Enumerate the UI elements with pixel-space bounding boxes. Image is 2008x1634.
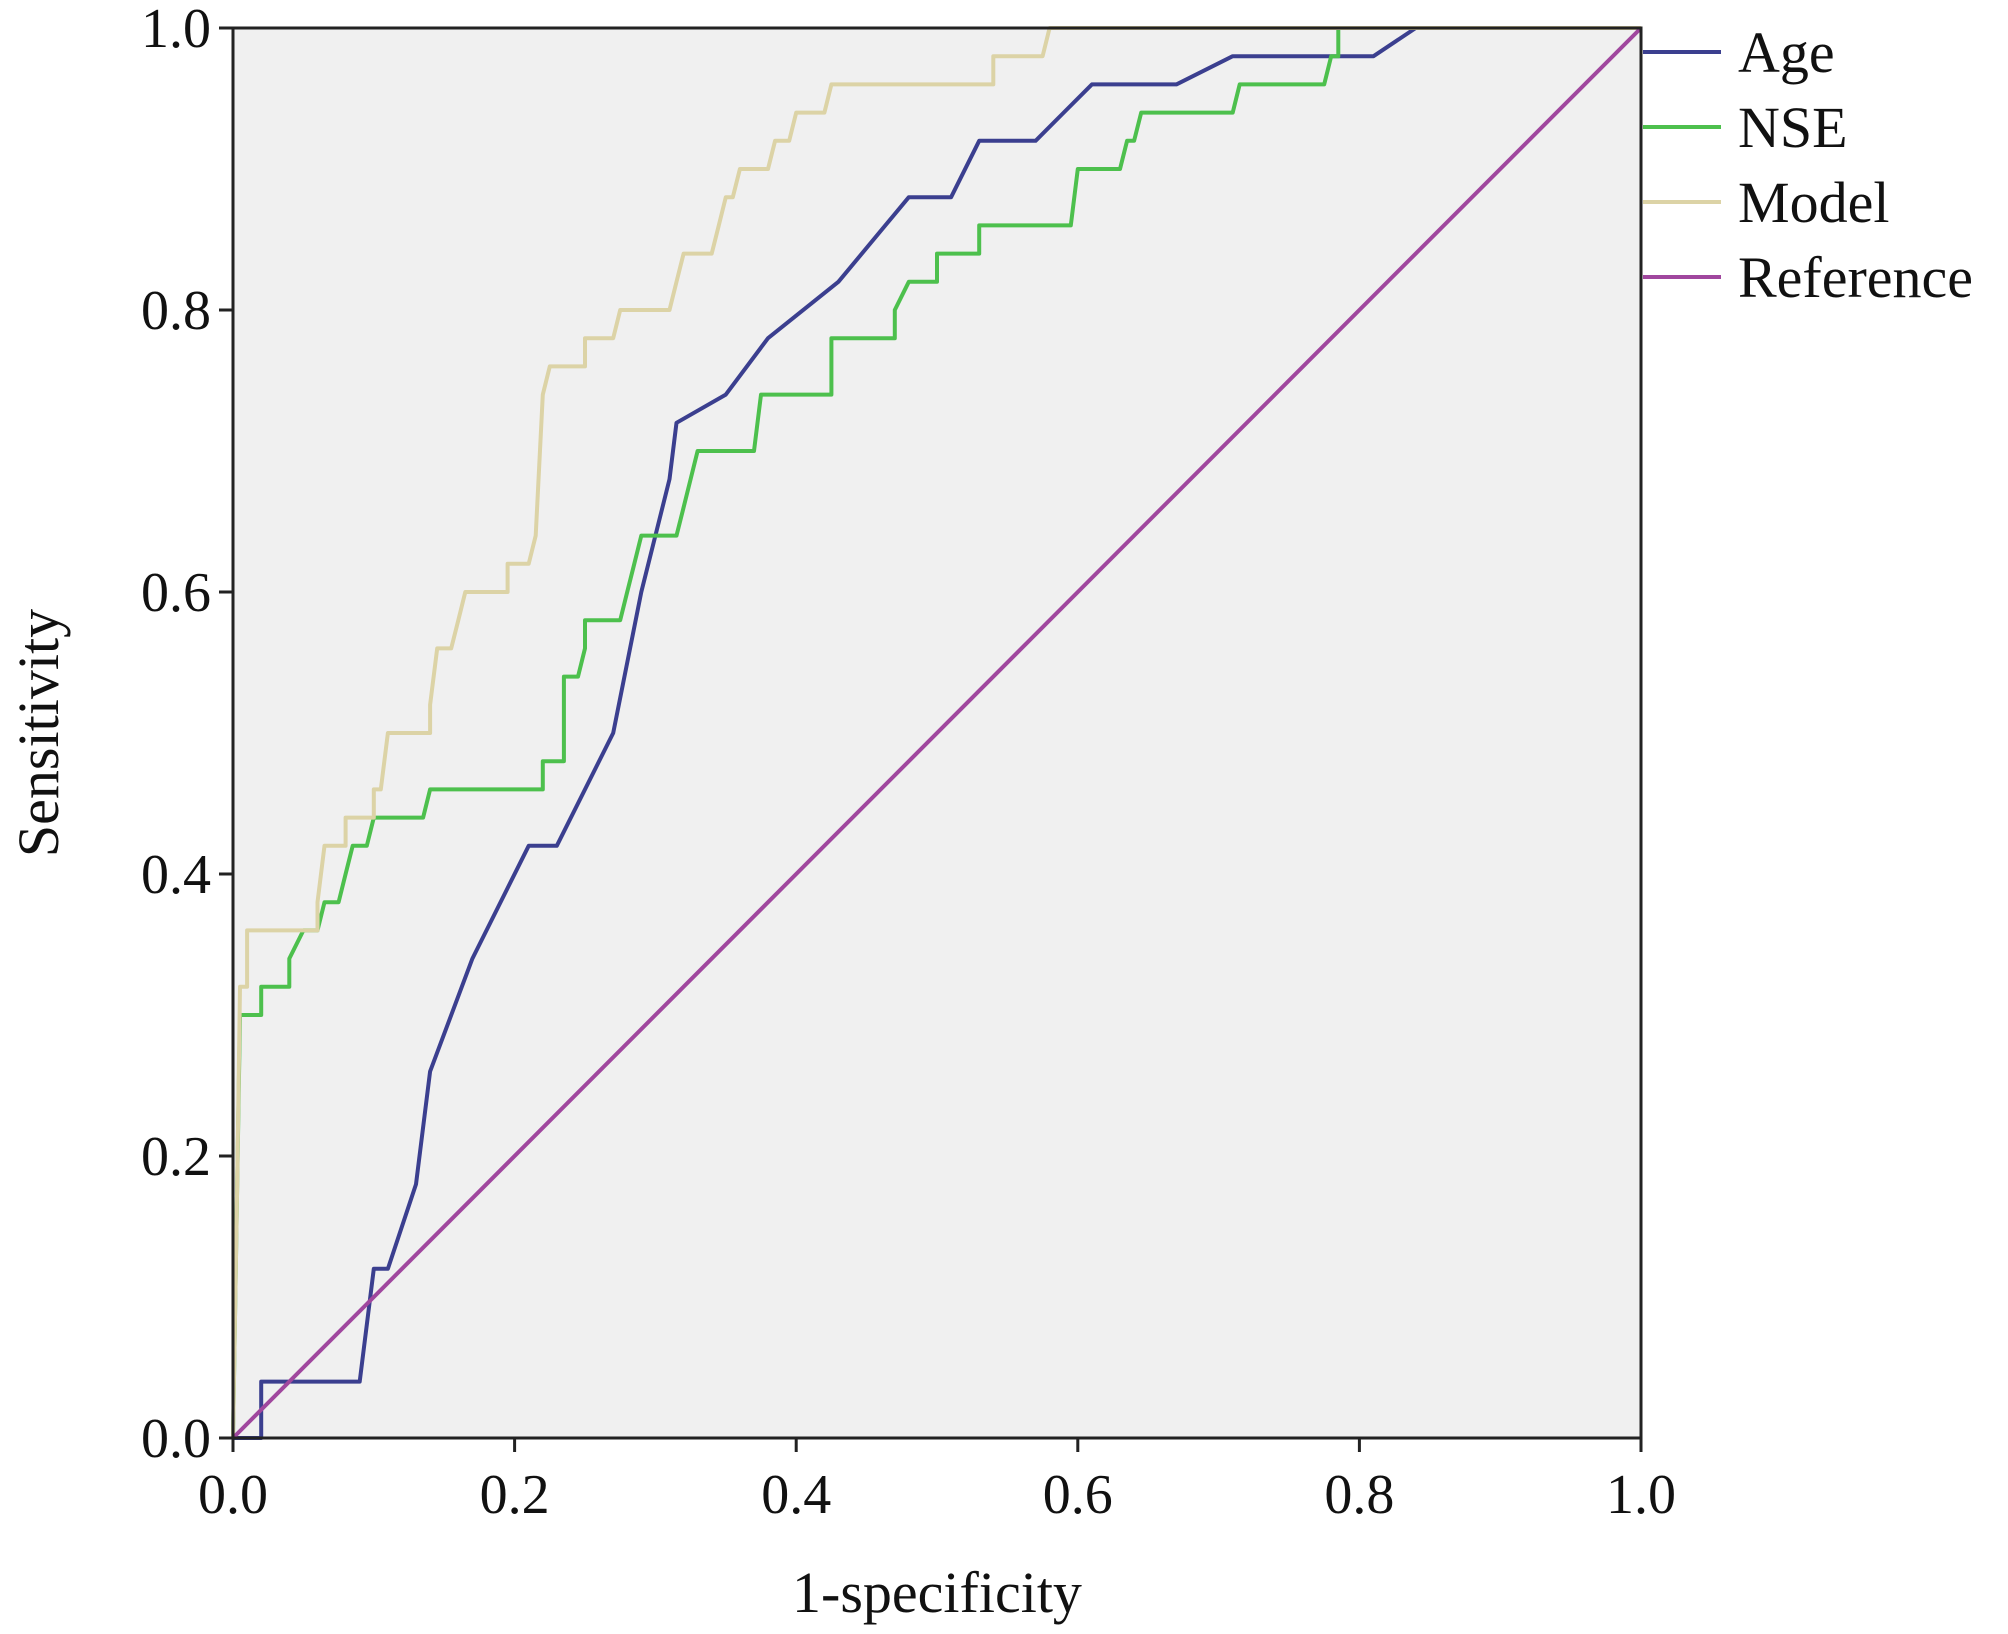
y-tick-label: 0.8: [141, 280, 211, 342]
series-line-reference: [231, 26, 1643, 1440]
y-axis-label: Sensitivity: [6, 609, 71, 857]
legend: Age NSE Model Reference: [1643, 20, 1973, 310]
x-tick-label: 0.2: [480, 1464, 550, 1526]
x-tick-label: 0.6: [1043, 1464, 1113, 1526]
y-tick-label: 1.0: [141, 0, 211, 60]
x-tick-label: 0.0: [198, 1464, 268, 1526]
y-tick-label: 0.2: [141, 1126, 211, 1188]
series-line-nse: [231, 26, 1641, 1439]
x-tick-label: 0.8: [1324, 1464, 1394, 1526]
legend-label-nse: NSE: [1738, 95, 1848, 160]
x-tick-label: 0.4: [761, 1464, 831, 1526]
y-tick-label: 0.0: [141, 1408, 211, 1470]
legend-label-age: Age: [1738, 20, 1835, 85]
legend-label-reference: Reference: [1738, 245, 1973, 310]
ticks-layer: 0.0 0.2 0.4 0.6 0.8 1.0 0.0 0.2 0.4 0.6 0.8 1.0: [141, 0, 1676, 1526]
series-layer: [231, 26, 1643, 1440]
y-tick-label: 0.4: [141, 844, 211, 906]
y-tick-label: 0.6: [141, 562, 211, 624]
x-axis-label: 1-specificity: [792, 1560, 1082, 1625]
plot-frame: [231, 26, 1643, 1440]
series-line-model: [231, 26, 1641, 1439]
x-tick-label: 1.0: [1606, 1464, 1676, 1526]
series-line-age: [233, 26, 1641, 1440]
legend-label-model: Model: [1738, 170, 1889, 235]
